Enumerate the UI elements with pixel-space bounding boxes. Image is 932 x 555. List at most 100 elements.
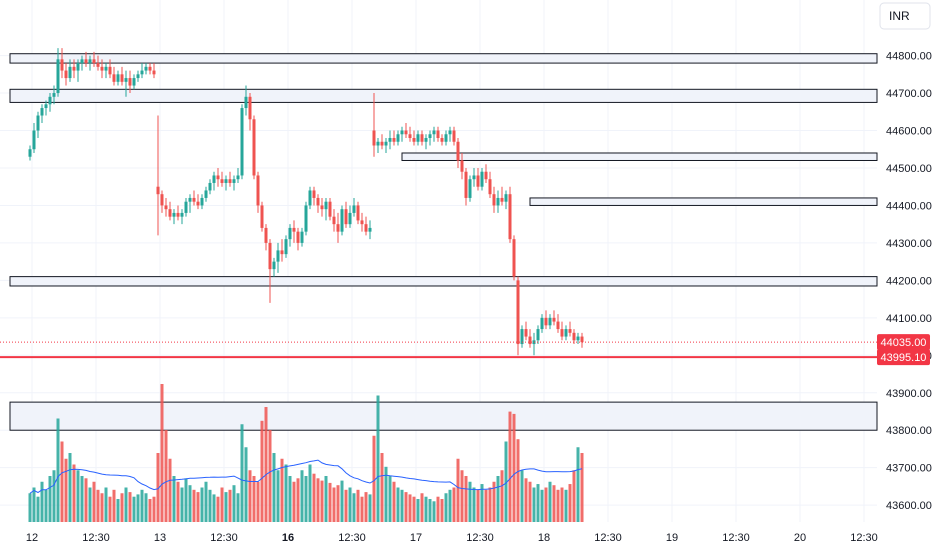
volume-bar [452,487,456,522]
volume-bar [64,458,68,522]
volume-bar [56,418,60,522]
candle-body [48,96,52,105]
price-level-lines [0,341,877,359]
volume-bar [80,476,84,522]
volume-bar [84,478,88,522]
volume-bar [108,496,112,522]
candle-body [476,175,480,187]
candle-body [296,231,300,243]
candle-body [304,205,308,232]
candle-body [360,220,364,225]
volume-bar [32,487,36,522]
candle-body [108,66,112,75]
volume-bar [348,487,352,522]
candle-body [500,197,504,202]
volume-bar [464,476,468,522]
price-zone [9,88,878,103]
candle-body [388,138,392,142]
volume-bar [44,489,48,522]
volume-bar [308,464,312,522]
candle-body [392,138,396,142]
volume-bar [336,485,340,522]
candle-body [168,209,172,217]
candle-body [580,336,584,343]
volume-bar [88,487,92,522]
volume-bar [504,441,508,522]
volume-bar [276,470,280,522]
volume-bar [232,485,236,522]
price-zone [9,401,878,431]
x-tick-label: 12:30 [850,532,878,544]
candle-body [524,329,528,337]
volume-bar [292,481,296,522]
volume-bar [524,478,528,522]
candle-body [284,239,288,255]
candle-body [340,209,344,232]
candle-body [492,194,496,206]
candle-body [120,74,124,82]
volume-bar [492,481,496,522]
y-tick-label: 44600.00 [886,126,932,138]
volume-bar [36,496,40,522]
volume-bar [180,487,184,522]
volume-bar [404,492,408,522]
volume-bar [224,492,228,522]
candle-body [128,78,132,86]
candle-body [76,63,80,71]
currency-button[interactable]: INR [879,2,931,30]
volume-bar [220,487,224,522]
candle-body [228,179,232,183]
volume-bar [120,493,124,522]
candle-body [380,141,384,146]
volume-bar [184,478,188,522]
candle-body [96,63,100,67]
volume-bar [564,489,568,522]
candle-body [192,197,196,202]
volume-bar [172,476,176,522]
x-tick-label: 18 [538,532,550,544]
volume-bar [520,470,524,522]
y-tick-label: 44300.00 [886,238,932,250]
volume-bar [48,476,52,522]
candle-body [188,197,192,202]
candle-body [260,205,264,228]
volume-bar [40,481,44,522]
volume-bar [436,496,440,522]
volume-bar [432,501,436,522]
candle-body [552,317,556,322]
x-tick-label: 12:30 [594,532,622,544]
candle-body [40,108,44,116]
volume-bar [408,494,412,522]
candle-body [156,186,160,195]
candle-body [400,130,404,135]
candle-body [148,66,152,71]
candle-body [116,74,120,82]
candle-body [496,197,500,206]
volume-bar [516,439,520,522]
candle-body [440,138,444,142]
volume-bar [356,489,360,522]
volume-bar [144,493,148,522]
candle-body [332,216,336,225]
price-axis[interactable]: 43600.0043700.0043800.0043900.0044000.00… [886,51,932,513]
volume-bar [128,492,132,522]
volume-bar [340,480,344,522]
volume-bar [400,489,404,522]
volume-bar [384,466,388,522]
candle-body [432,130,436,135]
candle-body [208,182,212,191]
x-tick-label: 17 [410,532,422,544]
volume-bar [528,481,532,522]
volume-bar [552,485,556,522]
volume-bar [392,481,396,522]
price-zone [529,197,878,206]
support-resistance-zones [9,53,878,431]
currency-label: INR [889,9,910,23]
time-axis[interactable]: 12 12:30 13 12:30 16 12:30 17 12:30 18 12:30 19 12:… [26,532,878,544]
price-zone [9,276,878,287]
candle-body [196,201,200,206]
volume-bar [148,499,152,522]
volume-bar [188,485,192,522]
volume-bar [304,476,308,522]
